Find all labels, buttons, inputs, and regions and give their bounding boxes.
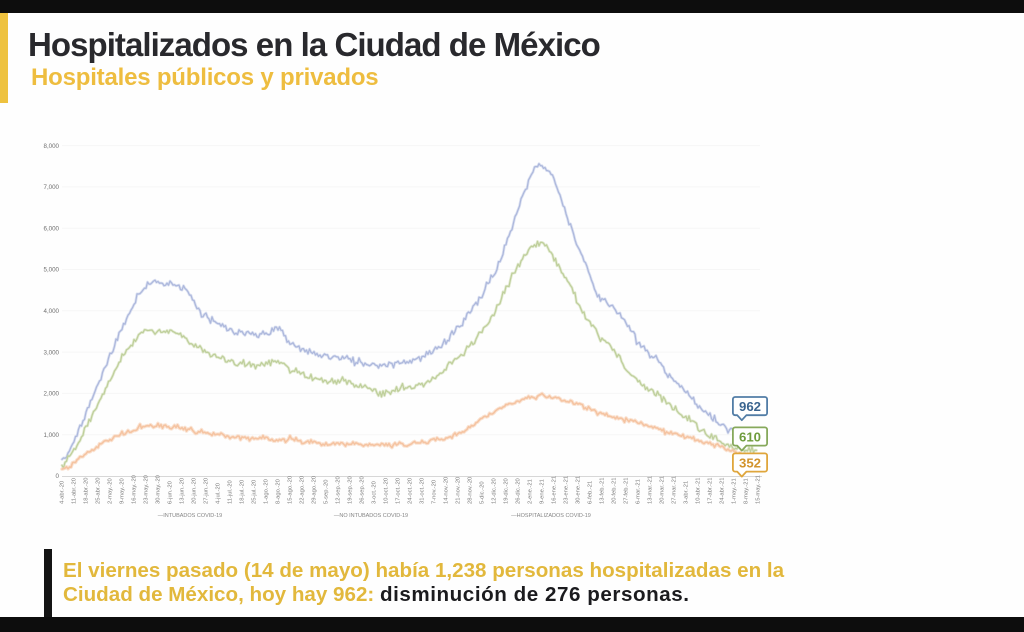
svg-text:24-oct.-20: 24-oct.-20 (408, 478, 414, 504)
svg-text:25-abr.-20: 25-abr.-20 (96, 478, 102, 504)
svg-text:610: 610 (739, 430, 761, 445)
svg-text:17-oct.-20: 17-oct.-20 (396, 478, 402, 504)
svg-text:18-abr.-20: 18-abr.-20 (84, 478, 90, 504)
svg-text:352: 352 (739, 456, 761, 471)
svg-text:13-mar.-21: 13-mar.-21 (648, 476, 654, 504)
svg-text:23-may.-20: 23-may.-20 (144, 475, 150, 504)
svg-text:6-jun.-20: 6-jun.-20 (168, 481, 174, 504)
svg-text:27-jun.-20: 27-jun.-20 (204, 478, 210, 504)
svg-text:10-abr.-21: 10-abr.-21 (696, 478, 702, 504)
svg-text:7-nov.-20: 7-nov.-20 (432, 480, 438, 504)
svg-text:24-abr.-21: 24-abr.-21 (720, 478, 726, 504)
svg-text:15-ago.-20: 15-ago.-20 (288, 476, 294, 504)
svg-text:2-may.-20: 2-may.-20 (108, 478, 114, 504)
svg-text:26-sep.-20: 26-sep.-20 (360, 476, 366, 504)
svg-text:1-may.-21: 1-may.-21 (732, 478, 738, 504)
svg-text:3-oct.-20: 3-oct.-20 (372, 481, 378, 504)
svg-text:30-may.-20: 30-may.-20 (156, 475, 162, 504)
svg-text:1-ago.-20: 1-ago.-20 (264, 479, 270, 504)
svg-text:12-dic.-20: 12-dic.-20 (492, 478, 498, 504)
svg-text:13-jun.-20: 13-jun.-20 (180, 478, 186, 504)
svg-text:25-jul.-20: 25-jul.-20 (252, 480, 258, 504)
svg-text:23-ene.-21: 23-ene.-21 (564, 476, 570, 504)
svg-text:6-feb.-21: 6-feb.-21 (588, 481, 594, 504)
svg-text:8,000: 8,000 (44, 143, 60, 150)
svg-text:27-mar.-21: 27-mar.-21 (672, 476, 678, 504)
svg-text:—HOSPITALIZADOS COVID-19: —HOSPITALIZADOS COVID-19 (511, 513, 591, 519)
svg-text:21-nov.-20: 21-nov.-20 (456, 477, 462, 504)
svg-text:2-ene.-21: 2-ene.-21 (528, 479, 534, 504)
svg-text:17-abr.-21: 17-abr.-21 (708, 478, 714, 504)
svg-text:13-feb.-21: 13-feb.-21 (600, 478, 606, 504)
svg-text:18-jul.-20: 18-jul.-20 (240, 480, 246, 504)
svg-text:11-abr.-20: 11-abr.-20 (72, 478, 78, 504)
svg-text:22-ago.-20: 22-ago.-20 (300, 476, 306, 504)
svg-text:19-sep.-20: 19-sep.-20 (348, 476, 354, 504)
svg-text:3,000: 3,000 (44, 349, 60, 356)
svg-text:16-may.-20: 16-may.-20 (132, 475, 138, 504)
svg-text:12-sep.-20: 12-sep.-20 (336, 476, 342, 504)
svg-text:8-ago.-20: 8-ago.-20 (276, 479, 282, 504)
svg-text:4-jul.-20: 4-jul.-20 (216, 483, 222, 504)
svg-text:31-oct.-20: 31-oct.-20 (420, 478, 426, 504)
svg-text:20-jun.-20: 20-jun.-20 (192, 478, 198, 504)
svg-text:1,000: 1,000 (44, 432, 60, 439)
svg-text:20-feb.-21: 20-feb.-21 (612, 478, 618, 504)
svg-text:28-nov.-20: 28-nov.-20 (468, 477, 474, 504)
svg-text:4,000: 4,000 (44, 308, 60, 315)
svg-text:30-ene.-21: 30-ene.-21 (576, 476, 582, 504)
svg-text:3-abr.-21: 3-abr.-21 (684, 481, 690, 504)
svg-text:962: 962 (739, 399, 761, 414)
svg-text:14-nov.-20: 14-nov.-20 (444, 477, 450, 504)
svg-text:15-may.-21: 15-may.-21 (756, 475, 762, 504)
svg-text:5,000: 5,000 (44, 267, 60, 274)
svg-text:2,000: 2,000 (44, 391, 60, 398)
svg-text:8-may.-21: 8-may.-21 (744, 478, 750, 504)
svg-text:—NO INTUBADOS COVID-19: —NO INTUBADOS COVID-19 (334, 513, 408, 519)
svg-text:5-sep.-20: 5-sep.-20 (324, 480, 330, 505)
svg-text:27-feb.-21: 27-feb.-21 (624, 478, 630, 504)
svg-text:4-abr.-20: 4-abr.-20 (60, 481, 66, 504)
svg-text:5-dic.-20: 5-dic.-20 (480, 481, 486, 504)
svg-text:26-dic.-20: 26-dic.-20 (516, 478, 522, 504)
svg-text:—INTUBADOS COVID-19: —INTUBADOS COVID-19 (158, 513, 222, 519)
svg-text:0: 0 (56, 473, 60, 480)
svg-text:19-dic.-20: 19-dic.-20 (504, 478, 510, 504)
svg-text:6,000: 6,000 (44, 225, 60, 232)
svg-text:29-ago.-20: 29-ago.-20 (312, 476, 318, 504)
svg-text:9-ene.-21: 9-ene.-21 (540, 479, 546, 504)
svg-text:20-mar.-21: 20-mar.-21 (660, 476, 666, 504)
svg-text:11-jul.-20: 11-jul.-20 (228, 480, 234, 504)
svg-text:9-may.-20: 9-may.-20 (120, 478, 126, 504)
svg-text:7,000: 7,000 (44, 184, 60, 191)
svg-text:10-oct.-20: 10-oct.-20 (384, 478, 390, 504)
svg-text:16-ene.-21: 16-ene.-21 (552, 476, 558, 504)
svg-text:6-mar.-21: 6-mar.-21 (636, 479, 642, 504)
